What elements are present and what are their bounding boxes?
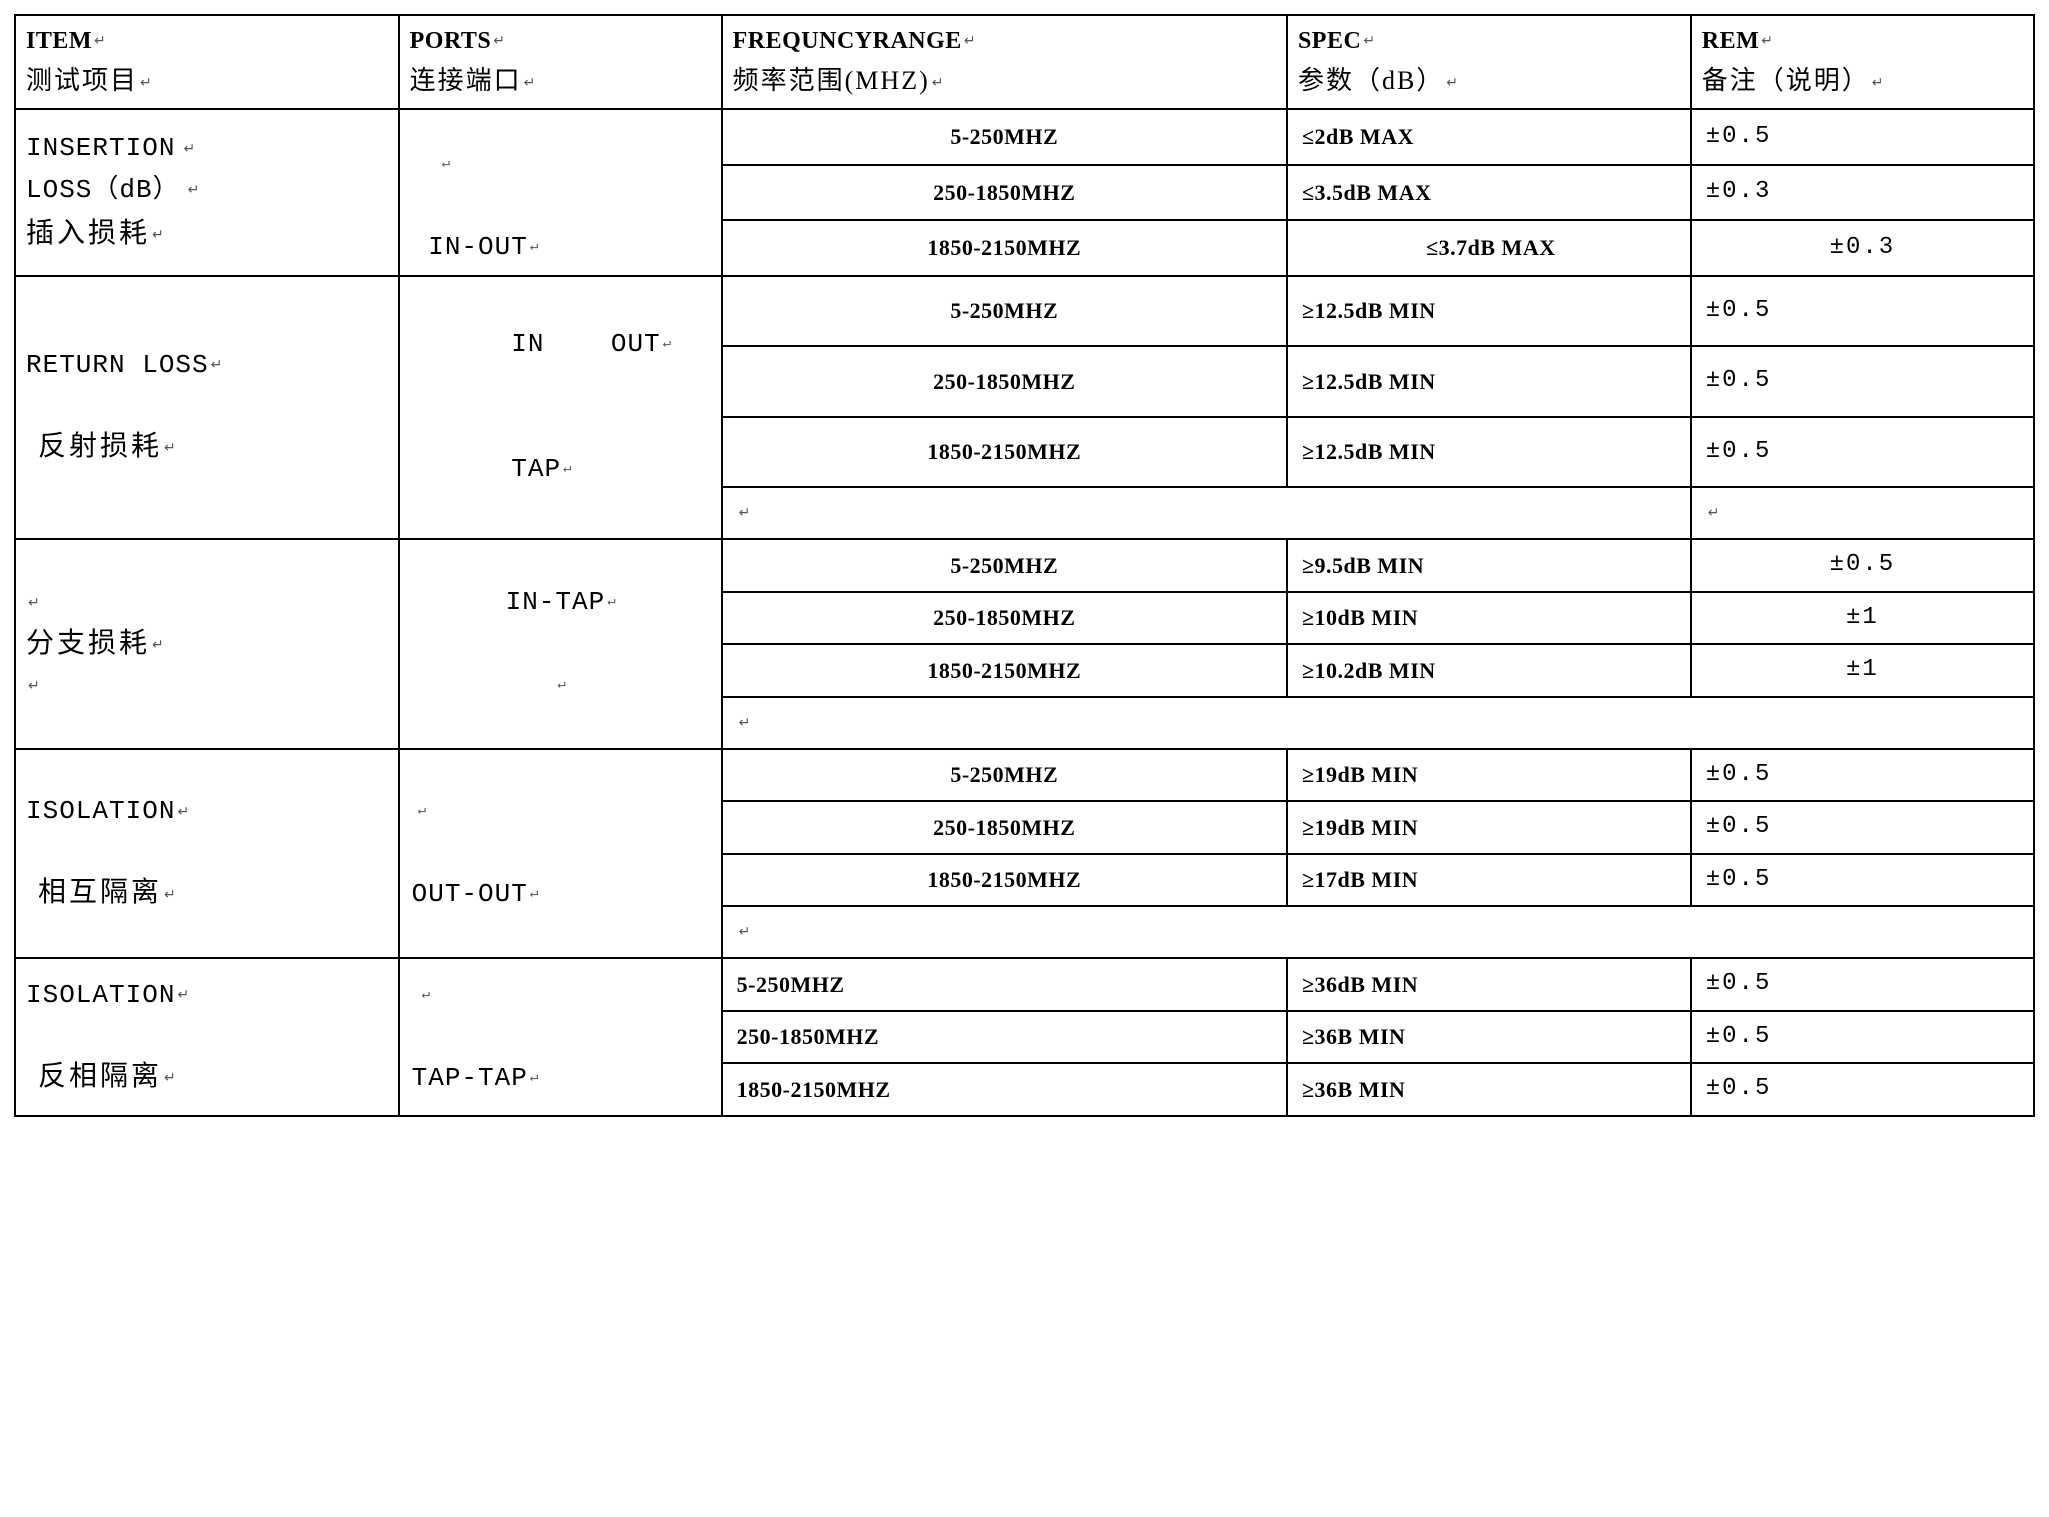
table-row: RETURN LOSS↵ 反射损耗↵ IN OUT↵ TAP↵ 5-250MHZ… bbox=[15, 276, 2034, 346]
spec-table: ITEM↵ 测试项目↵ PORTS↵ 连接端口↵ FREQUNCYRANGE↵ … bbox=[14, 14, 2035, 1117]
hdr-ports-cn: 连接端口 bbox=[410, 66, 522, 95]
rem-cell: ±0.5 bbox=[1691, 539, 2034, 591]
spec-cell: ≥17dB MIN bbox=[1287, 854, 1691, 906]
item-tap: ↵ 分支损耗↵ ↵ bbox=[15, 539, 399, 749]
rem-cell: ±0.5 bbox=[1691, 801, 2034, 853]
hdr-item-cn: 测试项目 bbox=[26, 66, 138, 95]
ports-return: IN OUT↵ TAP↵ bbox=[399, 276, 722, 540]
ports-iso-tap: ↵ TAP-TAP↵ bbox=[399, 958, 722, 1115]
rem-cell: ±0.5 bbox=[1691, 749, 2034, 801]
hdr-item: ITEM↵ 测试项目↵ bbox=[15, 15, 399, 109]
hdr-rem-en: REM bbox=[1702, 28, 1760, 54]
freq-cell: 1850-2150MHZ bbox=[722, 417, 1287, 487]
hdr-freq-en: FREQUNCYRANGE bbox=[733, 28, 962, 54]
freq-cell: 250-1850MHZ bbox=[722, 1011, 1287, 1063]
spec-cell: ≥10dB MIN bbox=[1287, 592, 1691, 644]
freq-cell: 1850-2150MHZ bbox=[722, 220, 1287, 276]
item-insertion: INSERTION ↵ LOSS（dB） ↵ 插入损耗↵ bbox=[15, 109, 399, 276]
freq-cell: 5-250MHZ bbox=[722, 539, 1287, 591]
item-iso-out: ISOLATION↵ 相互隔离↵ bbox=[15, 749, 399, 959]
hdr-ports-en: PORTS bbox=[410, 28, 492, 54]
hdr-freq: FREQUNCYRANGE↵ 频率范围(MHZ)↵ bbox=[722, 15, 1287, 109]
table-row: INSERTION ↵ LOSS（dB） ↵ 插入损耗↵ ↵ IN-OUT↵ 5… bbox=[15, 109, 2034, 165]
spec-cell: ≥36B MIN bbox=[1287, 1063, 1691, 1115]
freq-cell: 5-250MHZ bbox=[722, 276, 1287, 346]
hdr-rem-cn: 备注（说明） bbox=[1702, 66, 1870, 95]
ports-insertion: ↵ IN-OUT↵ bbox=[399, 109, 722, 276]
hdr-freq-cn: 频率范围(MHZ) bbox=[733, 66, 930, 95]
rem-cell: ±1 bbox=[1691, 592, 2034, 644]
freq-cell: 5-250MHZ bbox=[722, 109, 1287, 165]
rem-cell: ±0.5 bbox=[1691, 854, 2034, 906]
rem-cell: ±0.5 bbox=[1691, 417, 2034, 487]
freq-cell: 5-250MHZ bbox=[722, 749, 1287, 801]
rem-cell: ±1 bbox=[1691, 644, 2034, 696]
rem-cell: ±0.5 bbox=[1691, 346, 2034, 416]
ports-tap: IN-TAP↵ ↵ bbox=[399, 539, 722, 749]
item-return: RETURN LOSS↵ 反射损耗↵ bbox=[15, 276, 399, 540]
hdr-rem: REM↵ 备注（说明）↵ bbox=[1691, 15, 2034, 109]
freq-cell: 1850-2150MHZ bbox=[722, 854, 1287, 906]
empty-cell: ↵ bbox=[722, 906, 2034, 958]
table-row: ISOLATION↵ 相互隔离↵ ↵ OUT-OUT↵ 5-250MHZ ≥19… bbox=[15, 749, 2034, 801]
spec-cell: ≥10.2dB MIN bbox=[1287, 644, 1691, 696]
spec-cell: ≥12.5dB MIN bbox=[1287, 417, 1691, 487]
rem-cell: ±0.5 bbox=[1691, 276, 2034, 346]
spec-cell: ≤3.7dB MAX bbox=[1287, 220, 1691, 276]
spec-cell: ≤2dB MAX bbox=[1287, 109, 1691, 165]
table-row: ↵ 分支损耗↵ ↵ IN-TAP↵ ↵ 5-250MHZ ≥9.5dB MIN … bbox=[15, 539, 2034, 591]
freq-cell: 5-250MHZ bbox=[722, 958, 1287, 1010]
spec-cell: ≥36dB MIN bbox=[1287, 958, 1691, 1010]
hdr-spec-cn: 参数（dB） bbox=[1298, 66, 1444, 95]
freq-cell: 250-1850MHZ bbox=[722, 592, 1287, 644]
freq-cell: 250-1850MHZ bbox=[722, 346, 1287, 416]
hdr-ports: PORTS↵ 连接端口↵ bbox=[399, 15, 722, 109]
freq-cell: 1850-2150MHZ bbox=[722, 644, 1287, 696]
rem-cell: ±0.5 bbox=[1691, 958, 2034, 1010]
spec-cell: ≥19dB MIN bbox=[1287, 801, 1691, 853]
spec-cell: ≥19dB MIN bbox=[1287, 749, 1691, 801]
table-row: ISOLATION↵ 反相隔离↵ ↵ TAP-TAP↵ 5-250MHZ ≥36… bbox=[15, 958, 2034, 1010]
rem-cell: ±0.5 bbox=[1691, 1011, 2034, 1063]
rem-cell: ±0.5 bbox=[1691, 109, 2034, 165]
hdr-spec: SPEC↵ 参数（dB）↵ bbox=[1287, 15, 1691, 109]
freq-cell: 1850-2150MHZ bbox=[722, 1063, 1287, 1115]
ports-iso-out: ↵ OUT-OUT↵ bbox=[399, 749, 722, 959]
spec-cell: ≥36B MIN bbox=[1287, 1011, 1691, 1063]
item-iso-tap: ISOLATION↵ 反相隔离↵ bbox=[15, 958, 399, 1115]
rem-cell: ±0.3 bbox=[1691, 165, 2034, 221]
rem-cell: ±0.3 bbox=[1691, 220, 2034, 276]
empty-cell: ↵ bbox=[722, 487, 1691, 539]
rem-cell: ±0.5 bbox=[1691, 1063, 2034, 1115]
hdr-item-en: ITEM bbox=[26, 28, 92, 54]
empty-cell: ↵ bbox=[1691, 487, 2034, 539]
spec-cell: ≥12.5dB MIN bbox=[1287, 346, 1691, 416]
freq-cell: 250-1850MHZ bbox=[722, 165, 1287, 221]
empty-cell: ↵ bbox=[722, 697, 2034, 749]
hdr-spec-en: SPEC bbox=[1298, 28, 1361, 54]
header-row: ITEM↵ 测试项目↵ PORTS↵ 连接端口↵ FREQUNCYRANGE↵ … bbox=[15, 15, 2034, 109]
spec-cell: ≤3.5dB MAX bbox=[1287, 165, 1691, 221]
spec-cell: ≥12.5dB MIN bbox=[1287, 276, 1691, 346]
freq-cell: 250-1850MHZ bbox=[722, 801, 1287, 853]
spec-cell: ≥9.5dB MIN bbox=[1287, 539, 1691, 591]
